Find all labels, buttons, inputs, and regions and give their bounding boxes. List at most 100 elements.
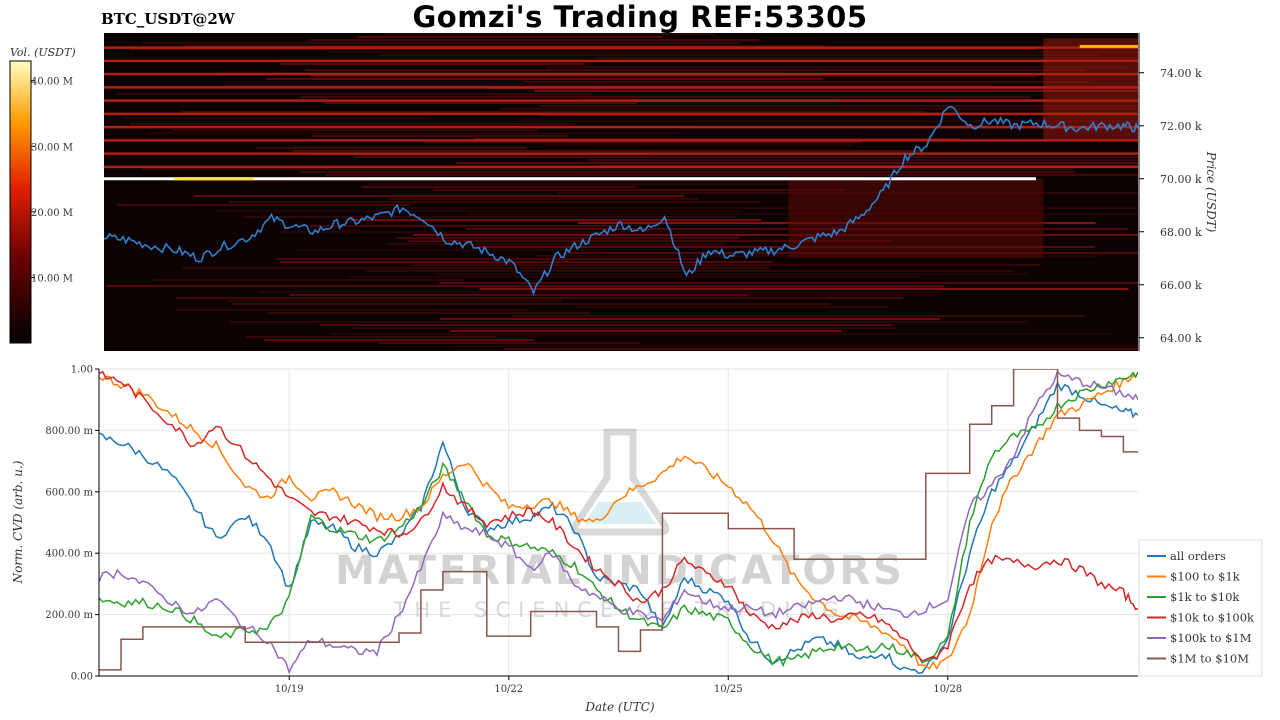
cvd-x-tick-label: 10/28	[933, 684, 962, 695]
heatmap-band	[300, 96, 1031, 98]
watermark-line2: THE SCIENCE OF TRADING	[393, 598, 847, 622]
cvd-series-line	[99, 369, 1138, 675]
heatmap-band	[500, 108, 1138, 110]
heatmap-band	[229, 201, 761, 203]
heatmap-band	[172, 129, 538, 131]
cvd-series-line	[99, 369, 1138, 671]
price-tick-label: 64.00 k	[1160, 332, 1202, 345]
heatmap-band	[473, 138, 960, 140]
heatmap-band	[379, 54, 1100, 56]
heatmap-band	[245, 336, 496, 338]
heatmap-band	[439, 282, 1138, 284]
heatmap-band	[105, 285, 945, 287]
heatmap-bands	[104, 33, 1138, 350]
heatmap-band	[380, 207, 1138, 209]
colorbar-tick-label: 20.00 M	[31, 208, 73, 219]
price-axis-label: Price (USDT)	[1204, 151, 1218, 233]
heatmap-band	[387, 243, 725, 245]
heatmap-resistance-line	[104, 125, 1138, 129]
heatmap-band	[596, 57, 1138, 59]
heatmap-warm-region	[1043, 38, 1138, 139]
price-line	[104, 105, 1138, 297]
cvd-series-line	[99, 371, 1138, 668]
heatmap-band	[299, 171, 1076, 173]
heatmap-band	[141, 168, 1073, 170]
heatmap-band	[411, 264, 1040, 266]
heatmap-band	[512, 315, 1085, 317]
heatmap-band	[367, 183, 839, 185]
heatmap-band	[347, 276, 919, 278]
cvd-y-tick-label: 400.00 m	[45, 549, 93, 560]
heatmap-band	[475, 246, 1095, 248]
legend-entry: $10k to $100k	[1170, 611, 1255, 625]
colorbar-tick-label: 40.00 M	[31, 77, 73, 88]
heatmap-band	[266, 78, 824, 80]
heatmap-band	[229, 321, 1027, 323]
colorbar: Vol. (USDT) 40.00 M 30.00 M 20.00 M 10.00 M	[9, 46, 76, 344]
heatmap-band	[116, 93, 593, 95]
heatmap-resistance-line	[104, 139, 1138, 142]
legend-entry: $1k to $10k	[1170, 590, 1240, 604]
cvd-x-axis-ticks: 10/19 10/22 10/25 10/28	[275, 676, 962, 695]
heatmap-bright-level-hot	[174, 177, 254, 181]
cvd-series	[99, 369, 1138, 675]
heatmap-band	[384, 33, 716, 35]
heatmap-warm-region	[788, 178, 1044, 259]
heatmap-band	[479, 288, 1129, 290]
price-tick-label: 68.00 k	[1160, 226, 1202, 239]
cvd-y-tick-label: 200.00 m	[45, 610, 93, 621]
heatmap-band	[296, 249, 608, 251]
heatmap-band	[413, 234, 1138, 236]
heatmap-band	[310, 225, 621, 227]
price-axis-ticks: 74.00 k 72.00 k 70.00 k 68.00 k 66.00 k 64.00…	[1139, 67, 1202, 345]
heatmap-band	[326, 174, 1138, 176]
heatmap-band	[142, 42, 742, 44]
heatmap-band	[423, 141, 862, 143]
cvd-panel: MATERIAL INDICATORS THE SCIENCE OF TRADI…	[11, 365, 1263, 714]
cvd-y-tick-label: 800.00 m	[45, 426, 93, 437]
heatmap-band	[519, 120, 1138, 122]
heatmap-resistance-line	[104, 59, 1138, 63]
legend-entry: $100 to $1k	[1170, 570, 1241, 584]
heatmap-band	[319, 324, 893, 326]
heatmap-band	[243, 216, 736, 218]
heatmap-band	[450, 330, 842, 332]
cvd-y-tick-label: 0.00	[71, 672, 93, 683]
heatmap-band	[193, 195, 685, 197]
legend-entry: $100k to $1M	[1170, 631, 1252, 645]
heatmap-band	[117, 204, 411, 206]
heatmap-band	[361, 186, 636, 188]
heatmap-band	[310, 75, 1037, 77]
heatmap-band	[378, 342, 641, 344]
heatmap-bright-level-line	[104, 177, 1037, 181]
heatmap-band	[350, 219, 761, 221]
heatmap-band	[181, 180, 905, 182]
price-series-line	[104, 105, 1138, 297]
heatmap-band	[182, 267, 771, 269]
heatmap-band	[534, 90, 1138, 92]
heatmap-band	[388, 198, 698, 200]
heatmap-band	[544, 144, 853, 146]
price-tick-label: 70.00 k	[1160, 173, 1202, 186]
heatmap-band	[122, 117, 430, 119]
heatmap-band	[222, 84, 993, 86]
colorbar-tick-label: 10.00 M	[31, 273, 73, 284]
heatmap-band	[153, 279, 466, 281]
heatmap-band	[408, 240, 893, 242]
heatmap-bright-level	[104, 177, 1037, 181]
heatmap-band	[292, 150, 921, 152]
cvd-x-axis-label: Date (UTC)	[584, 700, 654, 714]
heatmap-band	[289, 294, 749, 296]
cvd-x-tick-label: 10/22	[494, 684, 523, 695]
heatmap-band	[434, 273, 1029, 275]
heatmap-band	[147, 132, 680, 134]
heatmap-band	[175, 297, 903, 299]
heatmap-band	[587, 159, 1138, 161]
heatmap-band	[232, 303, 831, 305]
cvd-y-tick-label: 600.00 m	[45, 487, 93, 498]
heatmap-band	[540, 105, 1138, 107]
heatmap-band	[439, 318, 941, 320]
heatmap-band	[455, 162, 1138, 164]
heatmap-band	[258, 291, 940, 293]
heatmap-band	[326, 51, 1138, 53]
